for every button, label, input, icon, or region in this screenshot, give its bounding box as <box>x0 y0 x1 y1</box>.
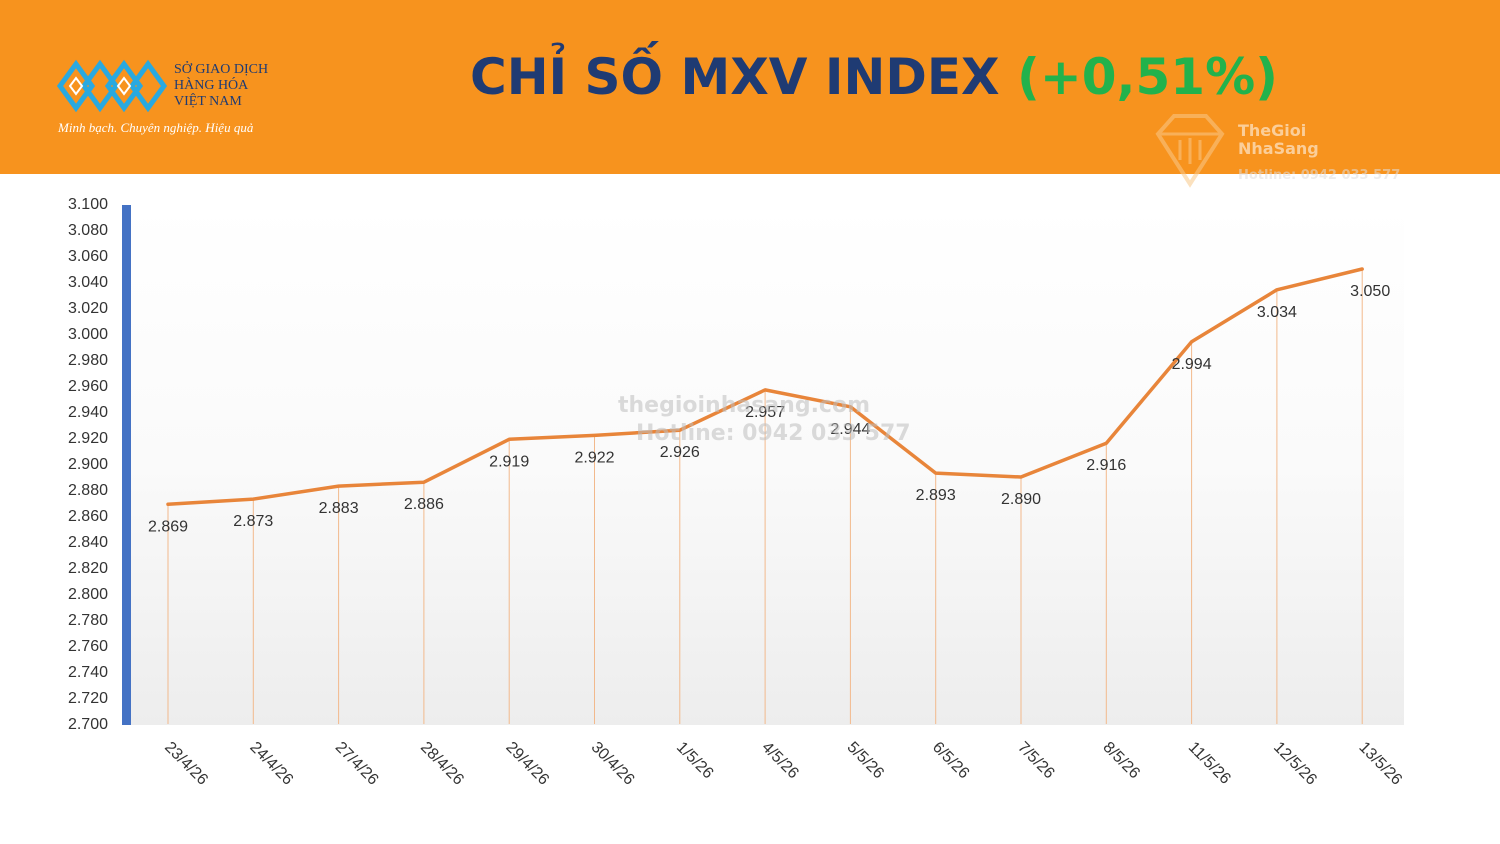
org-name-line2: HÀNG HÓA <box>174 78 249 93</box>
y-tick-label: 2.720 <box>68 690 108 707</box>
x-tick-label: 23/4/26 <box>161 739 211 789</box>
x-tick-label: 7/5/26 <box>1014 739 1058 783</box>
data-label: 2.890 <box>1001 491 1041 508</box>
mxv-logo: SỞ GIAO DỊCH HÀNG HÓA VIỆT NAM Minh bạch… <box>56 56 296 146</box>
y-tick-label: 2.820 <box>68 560 108 577</box>
x-tick-label: 1/5/26 <box>673 739 717 783</box>
org-name-line1: SỞ GIAO DỊCH <box>174 62 269 77</box>
y-tick-label: 2.980 <box>68 352 108 369</box>
data-label: 2.869 <box>148 518 188 535</box>
data-label: 2.886 <box>404 496 444 513</box>
y-tick-label: 3.000 <box>68 326 108 343</box>
x-axis: 23/4/26 24/4/26 27/4/26 28/4/26 29/4/26 30/4/… <box>161 739 1405 789</box>
data-label: 2.919 <box>489 453 529 470</box>
y-tick-label: 2.760 <box>68 638 108 655</box>
y-axis: 2.700 2.720 2.740 2.760 2.780 2.800 2.820 2.840… <box>68 196 108 733</box>
x-tick-label: 8/5/26 <box>1099 739 1143 783</box>
y-tick-label: 3.040 <box>68 274 108 291</box>
watermark-logo: TheGioi NhaSang Hotline: 0942 033 577 <box>1148 110 1400 190</box>
y-tick-label: 3.080 <box>68 222 108 239</box>
data-label: 2.994 <box>1172 356 1212 373</box>
x-tick-label: 6/5/26 <box>929 739 973 783</box>
drop-lines <box>167 269 1363 724</box>
y-axis-bar <box>122 205 131 725</box>
line-chart: 2.700 2.720 2.740 2.760 2.780 2.800 2.820 2.840… <box>68 196 1405 789</box>
data-labels: 2.869 2.873 2.883 2.886 2.919 2.922 2.926 2.957… <box>148 283 1390 535</box>
diamond-icon <box>1155 114 1225 188</box>
title-main: CHỈ SỐ MXV INDEX <box>470 48 1000 106</box>
y-tick-label: 2.960 <box>68 378 108 395</box>
y-tick-label: 2.860 <box>68 508 108 525</box>
x-tick-label: 27/4/26 <box>332 739 382 789</box>
y-tick-label: 2.920 <box>68 430 108 447</box>
y-tick-label: 3.020 <box>68 300 108 317</box>
y-tick-label: 2.780 <box>68 612 108 629</box>
watermark-brand: TheGioi NhaSang <box>1238 122 1319 158</box>
x-tick-label: 29/4/26 <box>502 739 552 789</box>
data-label: 2.893 <box>916 487 956 504</box>
y-tick-label: 3.060 <box>68 248 108 265</box>
logo-tagline: Minh bạch. Chuyên nghiệp. Hiệu quả <box>58 120 254 135</box>
y-tick-label: 2.940 <box>68 404 108 421</box>
x-tick-label: 28/4/26 <box>417 739 467 789</box>
x-tick-label: 5/5/26 <box>844 739 888 783</box>
series-line <box>166 267 1364 507</box>
page-title: CHỈ SỐ MXV INDEX (+0,51%) <box>470 48 1278 106</box>
data-label: 2.944 <box>830 421 870 438</box>
watermark-brand-line1: TheGioi <box>1238 121 1307 140</box>
data-label: 2.922 <box>574 449 614 466</box>
y-tick-label: 2.740 <box>68 664 108 681</box>
x-tick-label: 30/4/26 <box>588 739 638 789</box>
y-tick-label: 2.700 <box>68 716 108 733</box>
org-name-line3: VIỆT NAM <box>174 94 242 109</box>
data-label: 3.050 <box>1350 283 1390 300</box>
mxv-logo-icon <box>56 59 168 113</box>
data-label: 2.957 <box>745 404 785 421</box>
data-label: 2.916 <box>1086 457 1126 474</box>
x-tick-label: 13/5/26 <box>1355 739 1405 789</box>
x-tick-label: 4/5/26 <box>758 739 802 783</box>
plot-area <box>130 204 1404 725</box>
watermark-hotline: Hotline: 0942 033 577 <box>1238 168 1401 183</box>
x-tick-label: 11/5/26 <box>1185 739 1234 788</box>
watermark-brand-line2: NhaSang <box>1238 139 1319 158</box>
y-tick-label: 3.100 <box>68 196 108 213</box>
x-tick-label: 24/4/26 <box>246 739 296 789</box>
title-change: (+0,51%) <box>1016 48 1279 106</box>
data-label: 2.926 <box>660 444 700 461</box>
mxv-logo-text: SỞ GIAO DỊCH HÀNG HÓA VIỆT NAM <box>174 62 268 110</box>
y-tick-label: 2.840 <box>68 534 108 551</box>
y-tick-label: 2.900 <box>68 456 108 473</box>
y-tick-label: 2.880 <box>68 482 108 499</box>
data-label: 3.034 <box>1257 304 1297 321</box>
header-banner: SỞ GIAO DỊCH HÀNG HÓA VIỆT NAM Minh bạch… <box>0 0 1500 188</box>
y-tick-label: 2.800 <box>68 586 108 603</box>
x-tick-label: 12/5/26 <box>1270 739 1320 789</box>
data-label: 2.873 <box>233 513 273 530</box>
data-label: 2.883 <box>319 500 359 517</box>
